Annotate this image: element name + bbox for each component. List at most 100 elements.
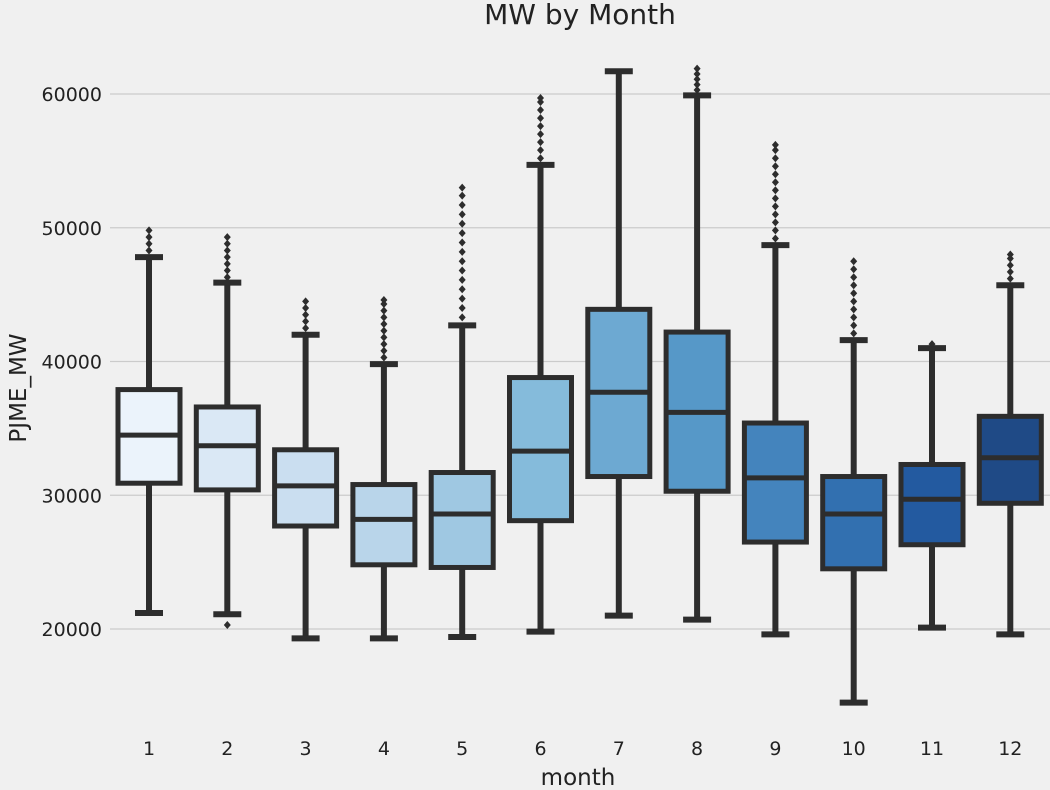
x-tick-label: 7 [613, 738, 625, 760]
outlier-marker [380, 295, 388, 304]
outlier-marker [850, 289, 858, 298]
outlier-marker [537, 94, 544, 103]
x-tick-label: 3 [300, 738, 312, 760]
x-axis-label: month [541, 765, 616, 790]
outlier-marker [850, 313, 858, 322]
outlier-marker [771, 218, 779, 227]
outlier-marker [771, 194, 779, 203]
outlier-marker [223, 253, 231, 262]
box-iqr [898, 461, 966, 548]
outlier-marker [458, 210, 466, 219]
box-month-12 [976, 250, 1044, 638]
boxes [115, 64, 1044, 706]
outlier-marker [693, 75, 701, 84]
outlier-marker [850, 329, 858, 338]
outlier-marker [850, 257, 858, 266]
outlier-marker [537, 138, 544, 147]
outlier-marker [458, 183, 466, 192]
box-month-6 [507, 94, 574, 635]
x-tick-label: 5 [456, 738, 468, 760]
outlier-marker [380, 306, 388, 315]
outlier-marker [380, 340, 388, 349]
outlier-marker [380, 313, 388, 322]
x-tick-label: 8 [691, 738, 703, 760]
box-iqr [350, 482, 418, 568]
outlier-marker [850, 265, 858, 274]
outlier-marker [537, 130, 544, 139]
outlier-marker [458, 238, 466, 247]
outlier-marker [771, 140, 779, 149]
outlier-marker [458, 247, 466, 256]
x-tick-label: 12 [998, 738, 1022, 760]
outlier-marker [850, 305, 858, 314]
outlier-marker [537, 154, 544, 163]
y-axis-label: PJME_MW [6, 333, 32, 442]
outlier-marker [223, 273, 231, 282]
box-month-2 [193, 233, 261, 629]
box-month-1 [115, 226, 183, 616]
outlier-marker [223, 246, 231, 255]
outlier-marker [771, 170, 779, 179]
box-month-4 [350, 295, 418, 642]
box-iqr [193, 404, 261, 493]
y-tick-label: 20000 [42, 619, 102, 641]
outlier-marker [693, 85, 701, 94]
box-iqr [741, 420, 809, 545]
outlier-marker [302, 324, 310, 333]
outlier-marker [771, 146, 779, 155]
box-month-9 [741, 140, 809, 638]
outlier-marker [223, 266, 231, 275]
y-tick-label: 40000 [42, 352, 102, 374]
outlier-marker [458, 294, 466, 303]
box-month-3 [272, 297, 340, 642]
outlier-marker [458, 219, 466, 228]
outlier-marker [458, 285, 466, 294]
outlier-marker [458, 257, 466, 266]
outlier-marker [302, 297, 310, 306]
y-tick-label: 50000 [42, 218, 102, 240]
outlier-marker [380, 333, 388, 342]
outlier-marker [537, 122, 544, 131]
outlier-marker [693, 64, 701, 73]
x-tick-label: 6 [534, 738, 546, 760]
outlier-marker [850, 321, 858, 330]
y-axis-ticks: 20000 30000 40000 50000 60000 [42, 84, 102, 641]
outlier-marker [145, 233, 153, 242]
outlier-marker [380, 326, 388, 335]
box-month-5 [428, 183, 496, 641]
outlier-marker [693, 69, 701, 78]
x-tick-label: 10 [842, 738, 866, 760]
x-axis-ticks: 1 2 3 4 5 6 7 8 9 10 11 12 [143, 738, 1022, 760]
y-tick-label: 30000 [42, 485, 102, 507]
outlier-marker [1006, 254, 1014, 263]
outlier-marker [1006, 261, 1014, 270]
outlier-marker [458, 201, 466, 210]
outlier-marker [458, 313, 466, 322]
outlier-marker [458, 304, 466, 312]
outlier-marker [458, 266, 466, 275]
outlier-marker [145, 239, 153, 248]
outlier-marker [380, 346, 388, 355]
outlier-marker [145, 246, 153, 255]
x-tick-label: 2 [221, 738, 233, 760]
x-tick-label: 11 [920, 738, 944, 760]
grid-lines [110, 93, 1050, 630]
box-month-8 [663, 64, 731, 623]
outlier-marker [850, 297, 858, 306]
outlier-marker [380, 320, 388, 329]
outlier-marker [1006, 250, 1014, 259]
outlier-marker [771, 226, 779, 235]
outlier-marker [302, 310, 310, 319]
outlier-marker [850, 281, 858, 290]
outlier-marker [223, 620, 231, 629]
x-tick-label: 9 [769, 738, 781, 760]
outlier-marker [302, 304, 310, 312]
outlier-marker [693, 80, 701, 89]
outlier-marker [458, 191, 466, 200]
outlier-marker [771, 186, 779, 195]
outlier-marker [302, 317, 310, 326]
outlier-marker [928, 340, 936, 349]
outlier-marker [537, 106, 544, 115]
x-tick-label: 4 [378, 738, 390, 760]
